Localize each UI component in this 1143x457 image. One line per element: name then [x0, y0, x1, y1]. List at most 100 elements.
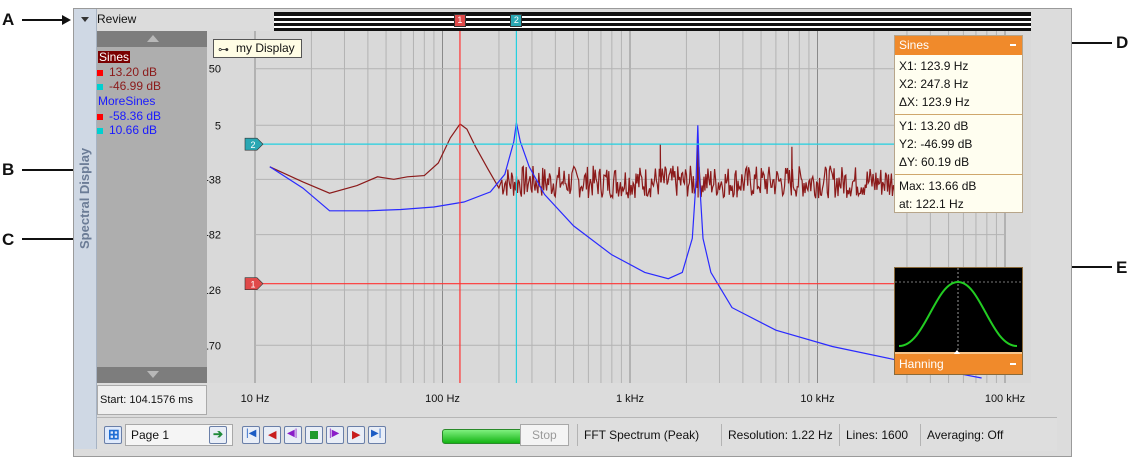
play-forward-button[interactable]: |▶	[326, 426, 344, 444]
cursor-2-marker-icon	[97, 127, 103, 134]
window-panel-footer[interactable]: Hanning	[895, 354, 1022, 374]
start-time-label: Start: 104.1576 ms	[97, 385, 207, 415]
x-tick-label: 1 kHz	[615, 393, 645, 405]
window-function-name: Hanning	[899, 357, 944, 371]
callout-c: C	[2, 230, 15, 249]
cursor-readout-panel[interactable]: Sines X1: 123.9 Hz X2: 247.8 Hz ΔX: 123.…	[894, 35, 1023, 213]
cursor-panel-title: Sines	[899, 38, 930, 52]
legend-value: -58.36 dB	[97, 110, 161, 122]
bottom-toolbar: ⊞ Page 1 ➔ |◀ ◀ ◀| |▶ ▶ ▶| Stop FFT Spec…	[97, 417, 1057, 451]
callout-a-arrowhead	[62, 15, 71, 25]
legend-value-text: 10.66 dB	[109, 123, 158, 137]
cursor-y1: Y1: 13.20 dB	[899, 119, 969, 133]
go-to-end-button[interactable]: ▶|	[368, 426, 386, 444]
stop-label: Stop	[532, 428, 557, 442]
page-next-button[interactable]: ➔	[209, 426, 227, 444]
page-label: Page 1	[131, 428, 170, 442]
hanning-curve	[898, 280, 1018, 347]
cursor-horizontal-handle	[244, 137, 264, 151]
cursor-x1: X1: 123.9 Hz	[899, 59, 969, 73]
analysis-mode[interactable]: FFT Spectrum (Peak)	[577, 424, 705, 446]
averaging-status: Averaging: Off	[920, 424, 1009, 446]
cursor-1-marker-icon	[97, 113, 103, 120]
x-tick-label: 100 Hz	[425, 393, 460, 405]
skip-end-icon: ▶|	[371, 428, 382, 439]
window-slider-thumb[interactable]	[953, 350, 961, 355]
display-label[interactable]: ⊶ my Display	[213, 39, 302, 58]
callout-b: B	[2, 160, 15, 179]
legend-value-text: -46.99 dB	[109, 79, 162, 93]
y-tick-label: -126	[207, 285, 221, 297]
series-line-sines	[269, 123, 977, 200]
step-back-button[interactable]: ◀	[263, 426, 281, 444]
cursor-x2: X2: 247.8 Hz	[899, 77, 969, 91]
page-selector[interactable]: Page 1	[125, 424, 233, 446]
scroll-up-icon	[147, 35, 159, 42]
legend-value: 13.20 dB	[97, 66, 157, 78]
legend-value: 10.66 dB	[97, 124, 157, 136]
x-tick-label: 10 kHz	[800, 393, 835, 405]
page-add-icon: ⊞	[108, 426, 120, 442]
display-label-text: my Display	[236, 41, 295, 55]
track-stripe	[274, 26, 1031, 28]
cursor-horizontal-handle	[244, 277, 264, 290]
divider	[895, 114, 1022, 115]
cursor-max-at: at: 122.1 Hz	[899, 197, 964, 211]
legend-scroll-up[interactable]	[97, 31, 207, 47]
tab-menu-arrow-icon[interactable]	[81, 17, 89, 22]
minimize-icon[interactable]	[1010, 44, 1016, 46]
link-icon: ⊶	[218, 44, 229, 56]
cursor-top-handle-1[interactable]: 1	[453, 14, 466, 27]
step-forward-button[interactable]: ▶	[347, 426, 365, 444]
vertical-tab[interactable]: Spectral Display	[74, 9, 97, 449]
page-next-icon: ➔	[213, 427, 224, 441]
status-indicator-bar	[442, 429, 524, 444]
y-tick-label: 50	[209, 64, 221, 76]
cursor-y2: Y2: -46.99 dB	[899, 137, 973, 151]
callout-a-leader	[22, 19, 64, 21]
legend-scroll-down[interactable]	[97, 367, 207, 383]
callout-e: E	[1116, 258, 1128, 277]
x-tick-label: 100 kHz	[984, 393, 1026, 405]
legend-value-text: -58.36 dB	[109, 109, 162, 123]
stop-button[interactable]: Stop	[520, 424, 569, 446]
window-function-plot	[895, 268, 1022, 354]
legend-value-text: 13.20 dB	[109, 65, 158, 79]
y-tick-label: -170	[207, 340, 221, 352]
stop-playback-button[interactable]	[305, 426, 323, 444]
cursor-horizontal-handle-label: 1	[250, 280, 255, 290]
legend-trace-name[interactable]: MoreSines	[98, 94, 156, 108]
cursor-max: Max: 13.66 dB	[899, 179, 977, 193]
step-back-icon: ◀	[268, 429, 277, 441]
play-reverse-button[interactable]: ◀|	[284, 426, 302, 444]
window-title: Review	[97, 12, 137, 26]
minimize-icon[interactable]	[1010, 363, 1016, 365]
callout-d: D	[1116, 33, 1129, 52]
track-stripe	[274, 21, 1031, 23]
legend-value: -46.99 dB	[97, 80, 161, 92]
y-tick-label: -38	[207, 174, 221, 186]
cursor-2-marker-icon	[97, 83, 103, 90]
skip-start-icon: |◀	[246, 428, 257, 439]
cursor-top-handle-2[interactable]: 2	[510, 14, 523, 27]
cursor-1-marker-icon	[97, 69, 103, 76]
legend-trace-name[interactable]: Sines	[98, 50, 131, 64]
trace-legend: Sines 13.20 dB -46.99 dB MoreSines -58.3…	[97, 31, 207, 383]
page-add-button[interactable]: ⊞	[104, 426, 122, 444]
divider	[895, 174, 1022, 175]
y-tick-label: -82	[207, 230, 221, 242]
play-forward-icon: |▶	[329, 428, 340, 439]
lines-status: Lines: 1600	[839, 424, 914, 446]
window-function-panel[interactable]: Hanning	[894, 267, 1023, 375]
square-stop-icon	[310, 431, 318, 439]
cursor-panel-header[interactable]: Sines	[895, 36, 1022, 55]
step-forward-icon: ▶	[352, 429, 361, 441]
series-line-moresines	[269, 122, 982, 379]
go-to-start-button[interactable]: |◀	[242, 426, 260, 444]
play-reverse-icon: ◀|	[287, 428, 298, 439]
plot-area[interactable]: 50 5 -38 -82 -126 -170 1 2 ⊶ my Display	[207, 31, 1031, 383]
cursor-dx: ΔX: 123.9 Hz	[899, 95, 970, 109]
scroll-down-icon	[147, 371, 159, 378]
